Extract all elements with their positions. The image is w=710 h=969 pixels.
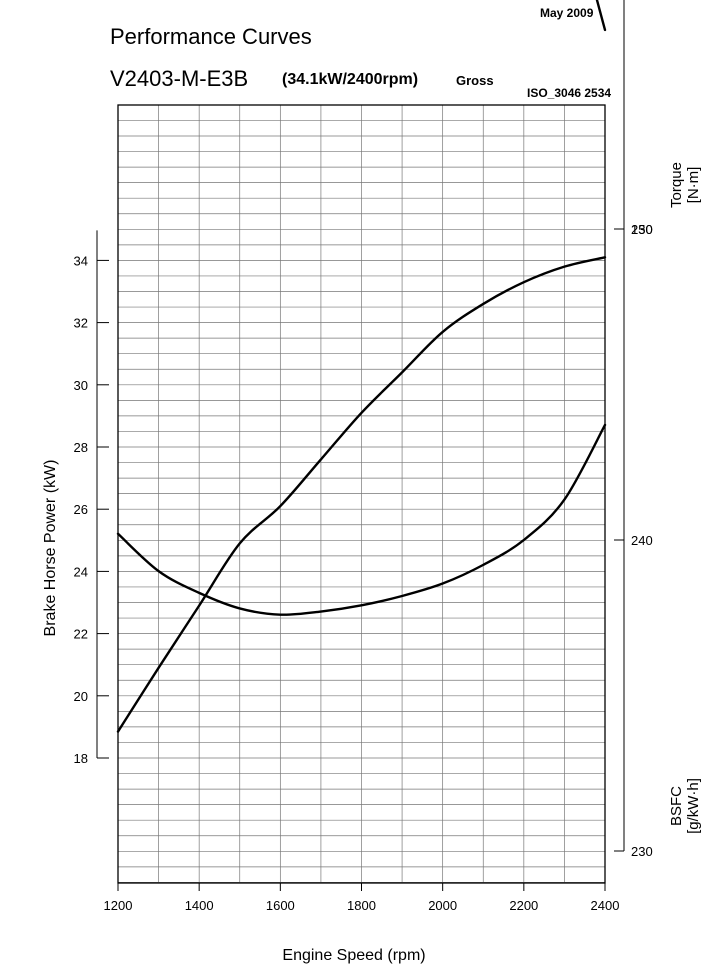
torque-curve (595, 0, 607, 32)
report-date: May 2009 (540, 6, 594, 20)
chart-grid (118, 105, 605, 883)
power-axis-tick-label: 34 (74, 253, 88, 268)
engine-rating: (34.1kW/2400rpm) (282, 71, 419, 88)
power-axis-tick-label: 26 (74, 502, 88, 517)
power-curve (116, 256, 607, 733)
chart-axes: 1200 1400 1600 1800 2000 2200 2400 18 20 22 24 26 28… (74, 0, 653, 913)
bsfc-axis-tick-label: 230 (631, 844, 653, 859)
torque-axis-label: Torque (668, 162, 685, 208)
iso-standard: ISO_3046 2534 (527, 86, 612, 100)
page-title: Performance Curves (110, 24, 312, 49)
rating-basis: Gross (456, 73, 494, 88)
x-axis-tick-label: 2200 (509, 898, 538, 913)
bsfc-axis-label: BSFC (668, 786, 685, 826)
power-axis-tick-label: 30 (74, 378, 88, 393)
bsfc-axis-unit: [g/kW·h] (685, 778, 702, 834)
x-axis-tick-label: 1400 (185, 898, 214, 913)
x-axis-label: Engine Speed (rpm) (282, 947, 425, 964)
bsfc-axis-tick-label: 250 (631, 222, 653, 237)
power-axis-tick-label: 24 (74, 564, 88, 579)
x-axis-tick-label: 1200 (104, 898, 133, 913)
power-axis-label: Brake Horse Power (kW) (42, 460, 59, 637)
torque-axis-unit: [N·m] (685, 167, 702, 204)
power-axis-tick-label: 18 (74, 751, 88, 766)
bsfc-curve (116, 423, 607, 616)
x-axis-tick-label: 2400 (591, 898, 620, 913)
power-axis-tick-label: 32 (74, 316, 88, 331)
x-axis-tick-label: 1600 (266, 898, 295, 913)
x-axis-tick-label: 2000 (428, 898, 457, 913)
power-axis-tick-label: 28 (74, 440, 88, 455)
engine-model: V2403-M-E3B (110, 66, 249, 91)
chart-curves (116, 0, 607, 733)
bsfc-axis-tick-label: 240 (631, 533, 653, 548)
power-axis-tick-label: 20 (74, 689, 88, 704)
torque-axis-tick-label: 130 (631, 222, 653, 237)
power-axis-tick-label: 22 (74, 627, 88, 642)
x-axis-tick-label: 1800 (347, 898, 376, 913)
